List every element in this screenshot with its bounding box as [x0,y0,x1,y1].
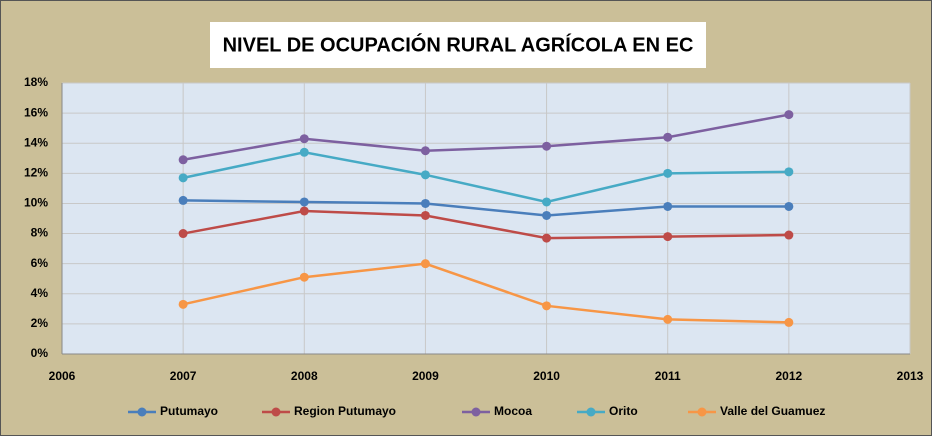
series-line [182,262,789,324]
data-point [178,195,188,205]
data-point [663,132,673,142]
data-point [178,173,188,183]
data-point [178,229,188,239]
data-point [420,146,430,156]
series-line [182,209,789,240]
data-point [178,155,188,165]
y-tick-label: 8% [31,226,49,240]
data-point [299,272,309,282]
x-tick-label: 2008 [291,369,318,383]
y-tick-label: 0% [31,346,49,360]
legend-marker [697,407,707,417]
data-point [420,259,430,269]
data-point [420,170,430,180]
x-tick-label: 2013 [897,369,924,383]
data-point [542,210,552,220]
data-point [663,168,673,178]
series-line [183,199,789,217]
data-point [542,141,552,151]
y-tick-label: 6% [31,256,49,270]
y-tick-label: 12% [24,166,48,180]
data-point [542,233,552,243]
legend-label: Mocoa [494,404,532,418]
legend-marker [137,407,147,417]
data-point [784,201,794,211]
data-point [663,314,673,324]
legend-marker [586,407,596,417]
data-point [542,197,552,207]
data-point [178,299,188,309]
series-line [182,113,790,162]
data-point [663,232,673,242]
data-point [420,210,430,220]
legend-label: Region Putumayo [294,404,396,418]
data-point [784,110,794,120]
chart-title: NIVEL DE OCUPACIÓN RURAL AGRÍCOLA EN EC [223,32,694,56]
data-point [299,134,309,144]
y-tick-label: 18% [24,75,48,89]
legend-label: Putumayo [160,404,218,418]
x-tick-label: 2012 [776,369,803,383]
legend-label: Orito [609,404,638,418]
data-point [784,167,794,177]
data-point [784,317,794,327]
data-point [663,201,673,211]
y-tick-label: 14% [24,135,48,149]
x-tick-label: 2011 [655,369,681,383]
x-tick-label: 2009 [412,369,439,383]
legend-label: Valle del Guamuez [720,404,825,418]
data-point [542,301,552,311]
x-tick-label: 2010 [533,369,560,383]
y-tick-label: 16% [24,105,48,119]
series-line [182,150,789,204]
y-tick-label: 2% [31,316,49,330]
data-point [784,230,794,240]
y-tick-label: 10% [24,196,48,210]
x-tick-label: 2006 [49,369,76,383]
data-point [420,198,430,208]
data-point [299,197,309,207]
title-box [210,22,706,68]
y-tick-label: 4% [31,286,49,300]
legend-marker [271,407,281,417]
data-point [299,147,309,157]
legend-marker [471,407,481,417]
data-point [299,206,309,216]
x-tick-label: 2007 [170,369,197,383]
plot-area [62,83,910,354]
